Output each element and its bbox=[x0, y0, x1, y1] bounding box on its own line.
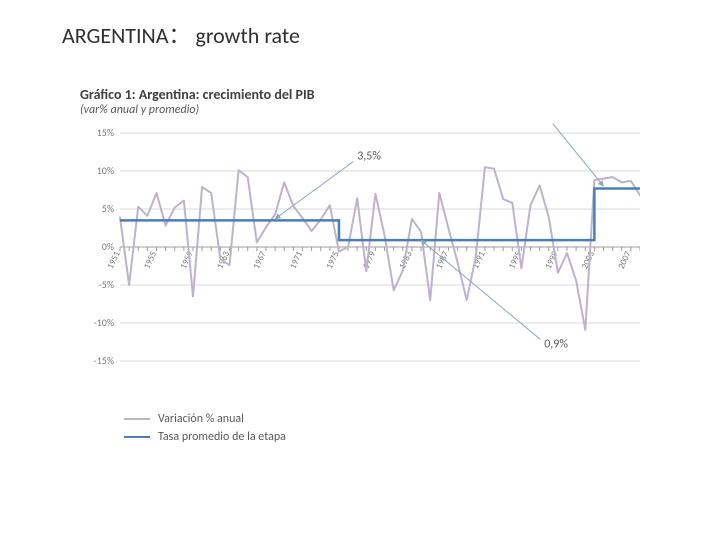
legend-item: Tasa promedio de la etapa bbox=[124, 428, 286, 446]
chart-title: Gráfico 1: Argentina: crecimiento del PI… bbox=[80, 86, 640, 103]
svg-text:10%: 10% bbox=[97, 164, 114, 177]
svg-text:7,7% anual acum.: 7,7% anual acum. bbox=[549, 123, 640, 126]
svg-text:5%: 5% bbox=[102, 202, 114, 215]
chart-legend: Variación % anual Tasa promedio de la et… bbox=[124, 410, 286, 446]
page-title: ARGENTINA： growth rate bbox=[62, 18, 300, 50]
svg-text:2007: 2007 bbox=[616, 249, 634, 271]
svg-text:-5%: -5% bbox=[99, 278, 114, 291]
svg-text:-10%: -10% bbox=[94, 316, 114, 329]
svg-text:1959: 1959 bbox=[178, 249, 196, 271]
svg-text:1971: 1971 bbox=[287, 249, 305, 271]
chart-container: Gráfico 1: Argentina: crecimiento del PI… bbox=[80, 86, 640, 446]
svg-text:15%: 15% bbox=[97, 126, 114, 139]
legend-label: Variación % anual bbox=[158, 412, 244, 426]
chart-subtitle: (var% anual y promedio) bbox=[80, 103, 640, 117]
slide: { "slide": { "title": "ARGENTINA： growth… bbox=[0, 0, 720, 540]
svg-text:1955: 1955 bbox=[142, 249, 160, 271]
growth-rate-line-chart: -15%-10%-5%0%5%10%15%1951195519591963196… bbox=[80, 123, 640, 393]
svg-text:1999: 1999 bbox=[543, 249, 561, 271]
legend-label: Tasa promedio de la etapa bbox=[158, 430, 286, 444]
legend-item: Variación % anual bbox=[124, 410, 286, 428]
legend-swatch-avg bbox=[124, 436, 150, 438]
svg-text:1967: 1967 bbox=[251, 249, 269, 271]
svg-text:3,5%: 3,5% bbox=[357, 150, 381, 164]
svg-text:0,9%: 0,9% bbox=[544, 337, 568, 351]
svg-text:-15%: -15% bbox=[94, 354, 114, 367]
legend-swatch-annual bbox=[124, 418, 150, 420]
